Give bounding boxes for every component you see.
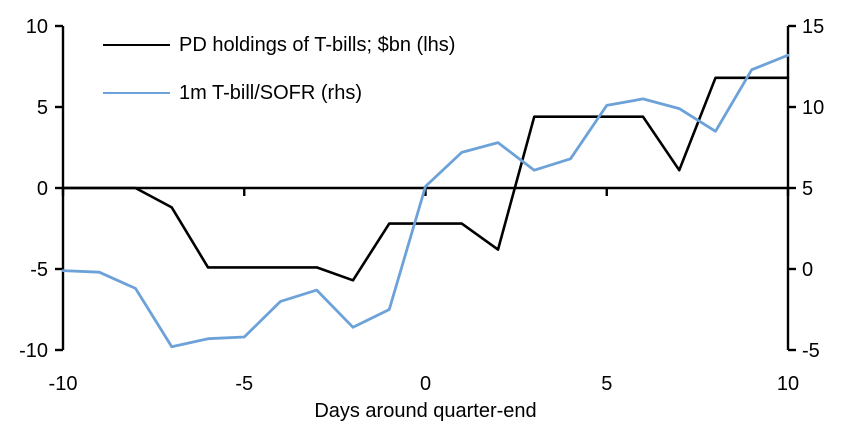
legend: PD holdings of T-bills; $bn (lhs) 1m T-b… [103,33,455,129]
x-axis-tick-label: -5 [235,373,253,395]
right-axis-tick-label: 15 [802,16,824,38]
left-axis-tick-label: 5 [37,97,48,119]
right-axis-tick-label: 5 [802,178,813,200]
legend-item-sofr: 1m T-bill/SOFR (rhs) [103,81,455,105]
x-axis-tick-label: -10 [49,373,78,395]
legend-line-swatch-sofr [103,92,170,94]
left-axis-tick-label: 10 [26,16,48,38]
series-line-pd-holdings-of-t-bills-bn-lhs [61,76,790,282]
right-axis-tick-label: 0 [802,259,813,281]
legend-label-pd-holdings: PD holdings of T-bills; $bn (lhs) [179,34,456,56]
legend-item-pd-holdings: PD holdings of T-bills; $bn (lhs) [103,33,455,57]
x-axis-tick-label: 5 [601,373,612,395]
left-axis-tick-label: -10 [19,340,48,362]
left-axis-tick-label: 0 [37,178,48,200]
legend-label-sofr: 1m T-bill/SOFR (rhs) [179,82,362,104]
x-axis-tick-label: 10 [777,373,799,395]
series-line-1m-t-bill-sofr-rhs [61,53,790,349]
right-axis-tick-label: 10 [802,97,824,119]
x-axis-tick-label: 0 [420,373,431,395]
x-axis-title: Days around quarter-end [314,400,536,422]
right-axis-tick-label: -5 [802,340,820,362]
legend-line-swatch-pd-holdings [103,44,170,46]
left-axis-tick-label: -5 [30,259,48,281]
